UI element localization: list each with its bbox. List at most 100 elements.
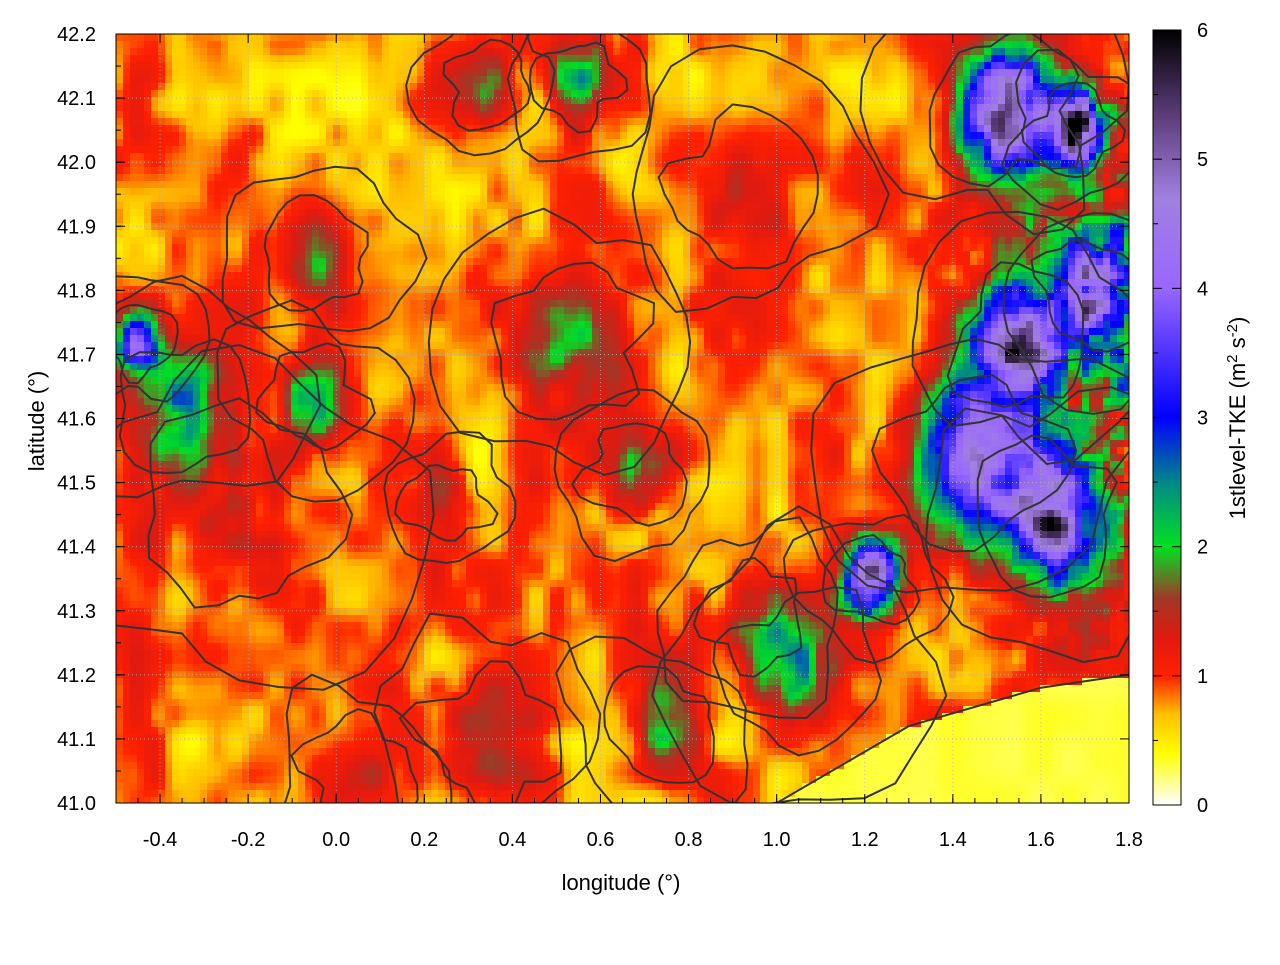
heatmap-cell — [830, 188, 838, 196]
heatmap-cell — [1089, 244, 1097, 252]
heatmap-cell — [130, 251, 138, 259]
heatmap-cell — [550, 34, 558, 42]
heatmap-cell — [137, 118, 145, 126]
heatmap-cell — [249, 41, 257, 49]
heatmap-cell — [816, 146, 824, 154]
heatmap-cell — [368, 230, 376, 238]
heatmap-cell — [1012, 69, 1020, 77]
heatmap-cell — [851, 195, 859, 203]
heatmap-cell — [788, 34, 796, 42]
heatmap-cell — [466, 174, 474, 182]
heatmap-cell — [816, 188, 824, 196]
heatmap-cell — [676, 55, 684, 63]
heatmap-cell — [802, 34, 810, 42]
heatmap-cell — [459, 216, 467, 224]
heatmap-cell — [452, 48, 460, 56]
heatmap-cell — [900, 125, 908, 133]
heatmap-cell — [228, 69, 236, 77]
heatmap-cell — [312, 125, 320, 133]
heatmap-cell — [221, 209, 229, 217]
heatmap-cell — [417, 34, 425, 42]
heatmap-cell — [1054, 188, 1062, 196]
heatmap-cell — [368, 104, 376, 112]
heatmap-cell — [340, 265, 348, 273]
heatmap-cell — [396, 230, 404, 238]
heatmap-cell — [200, 69, 208, 77]
heatmap-cell — [284, 153, 292, 161]
heatmap-cell — [634, 125, 642, 133]
heatmap-cell — [193, 174, 201, 182]
heatmap-cell — [1012, 118, 1020, 126]
heatmap-cell — [228, 41, 236, 49]
heatmap-cell — [802, 111, 810, 119]
heatmap-cell — [1103, 223, 1111, 231]
heatmap-cell — [368, 195, 376, 203]
heatmap-cell — [564, 55, 572, 63]
heatmap-cell — [585, 111, 593, 119]
heatmap-cell — [879, 216, 887, 224]
heatmap-cell — [193, 167, 201, 175]
heatmap-cell — [753, 167, 761, 175]
heatmap-cell — [235, 48, 243, 56]
heatmap-cell — [256, 146, 264, 154]
heatmap-cell — [389, 76, 397, 84]
heatmap-cell — [718, 202, 726, 210]
heatmap-cell — [368, 34, 376, 42]
heatmap-cell — [249, 230, 257, 238]
heatmap-cell — [543, 209, 551, 217]
heatmap-cell — [536, 62, 544, 70]
heatmap-cell — [1047, 209, 1055, 217]
heatmap-cell — [221, 97, 229, 105]
heatmap-cell — [1103, 244, 1111, 252]
heatmap-cell — [557, 167, 565, 175]
heatmap-cell — [690, 237, 698, 245]
heatmap-cell — [739, 125, 747, 133]
heatmap-cell — [354, 97, 362, 105]
heatmap-cell — [242, 118, 250, 126]
heatmap-cell — [305, 55, 313, 63]
heatmap-cell — [830, 167, 838, 175]
heatmap-cell — [676, 223, 684, 231]
heatmap-cell — [333, 160, 341, 168]
heatmap-cell — [823, 202, 831, 210]
heatmap-cell — [1005, 90, 1013, 98]
heatmap-cell — [214, 104, 222, 112]
heatmap-cell — [459, 118, 467, 126]
heatmap-cell — [606, 188, 614, 196]
heatmap-cell — [879, 97, 887, 105]
heatmap-cell — [662, 55, 670, 63]
heatmap-cell — [536, 237, 544, 245]
heatmap-cell — [837, 188, 845, 196]
heatmap-cell — [424, 258, 432, 266]
heatmap-cell — [144, 62, 152, 70]
heatmap-cell — [921, 132, 929, 140]
heatmap-cell — [130, 244, 138, 252]
heatmap-cell — [725, 160, 733, 168]
heatmap-cell — [620, 223, 628, 231]
heatmap-cell — [970, 118, 978, 126]
heatmap-cell — [207, 69, 215, 77]
heatmap-cell — [928, 188, 936, 196]
heatmap-cell — [683, 181, 691, 189]
heatmap-cell — [473, 111, 481, 119]
heatmap-cell — [970, 265, 978, 273]
heatmap-cell — [1005, 216, 1013, 224]
heatmap-cell — [480, 195, 488, 203]
heatmap-cell — [571, 188, 579, 196]
heatmap-cell — [704, 97, 712, 105]
heatmap-cell — [837, 153, 845, 161]
heatmap-cell — [921, 41, 929, 49]
heatmap-cell — [1089, 83, 1097, 91]
heatmap-cell — [921, 69, 929, 77]
heatmap-cell — [1110, 69, 1118, 77]
heatmap-cell — [998, 76, 1006, 84]
heatmap-cell — [347, 167, 355, 175]
heatmap-cell — [739, 146, 747, 154]
heatmap-cell — [788, 202, 796, 210]
heatmap-cell — [256, 258, 264, 266]
heatmap-cell — [529, 76, 537, 84]
heatmap-cell — [1124, 195, 1129, 203]
heatmap-cell — [200, 216, 208, 224]
heatmap-cell — [599, 55, 607, 63]
heatmap-cell — [564, 216, 572, 224]
